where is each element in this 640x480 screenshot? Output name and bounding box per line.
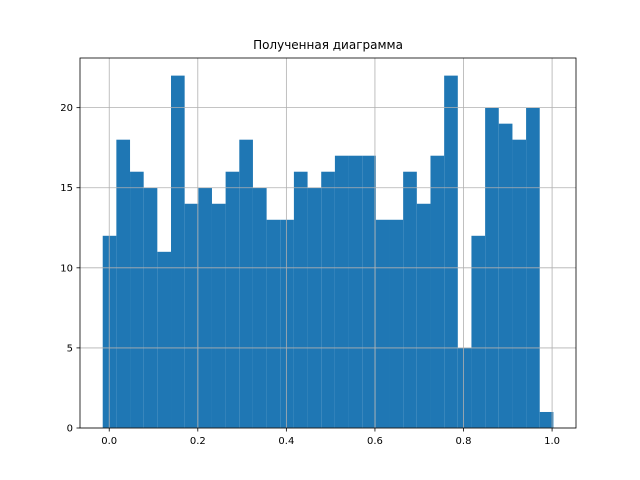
histogram-bar (157, 251, 171, 428)
x-tick-label: 0.6 (367, 436, 383, 447)
histogram-bar (266, 219, 281, 428)
histogram-bar (416, 203, 431, 428)
y-tick-label: 0 (67, 424, 73, 435)
histogram-bar (252, 187, 267, 428)
y-tick-label: 20 (60, 103, 73, 114)
histogram-bar (471, 235, 486, 428)
histogram-bar (280, 219, 294, 428)
histogram-bar (444, 75, 458, 429)
histogram-bar (498, 123, 513, 429)
axes (79, 57, 577, 429)
y-tick-label: 15 (60, 183, 73, 194)
tick-marks-and-labels: 0.0 0.2 0.4 0.6 0.8 1.0 0 5 10 15 20 (60, 103, 560, 447)
x-tick-label: 0.2 (190, 436, 206, 447)
histogram-bar (334, 155, 349, 428)
histogram-bar (211, 203, 226, 428)
x-tick-label: 1.0 (544, 436, 560, 447)
histogram-bar (321, 171, 335, 428)
histogram-bar (143, 187, 158, 428)
x-tick-label: 0.8 (456, 436, 472, 447)
histogram-bar (457, 347, 472, 428)
axes-frame (79, 57, 577, 429)
histogram-bar (375, 219, 390, 428)
x-tick-label: 0.4 (278, 436, 294, 447)
histogram-bar (307, 187, 322, 428)
histogram-bar (239, 139, 253, 428)
y-tick-label: 10 (60, 263, 73, 274)
histogram-bar (403, 171, 417, 428)
histogram-bar (362, 155, 376, 428)
histogram-bar (198, 187, 212, 428)
histogram-bar (539, 411, 554, 428)
histogram-bar (512, 139, 527, 428)
histogram-bar (116, 139, 131, 428)
y-tick-label: 5 (67, 343, 73, 354)
x-tick-label: 0.0 (101, 436, 117, 447)
histogram-bar (430, 155, 445, 428)
histogram-bar (130, 171, 144, 428)
histogram-bar (348, 155, 363, 428)
chart-title: Полученная диаграмма (253, 38, 403, 52)
histogram-bar (171, 75, 185, 429)
histogram-bar (293, 171, 308, 428)
histogram-bar (225, 171, 240, 428)
histogram-bar (184, 203, 199, 428)
histogram-bar (389, 219, 404, 428)
